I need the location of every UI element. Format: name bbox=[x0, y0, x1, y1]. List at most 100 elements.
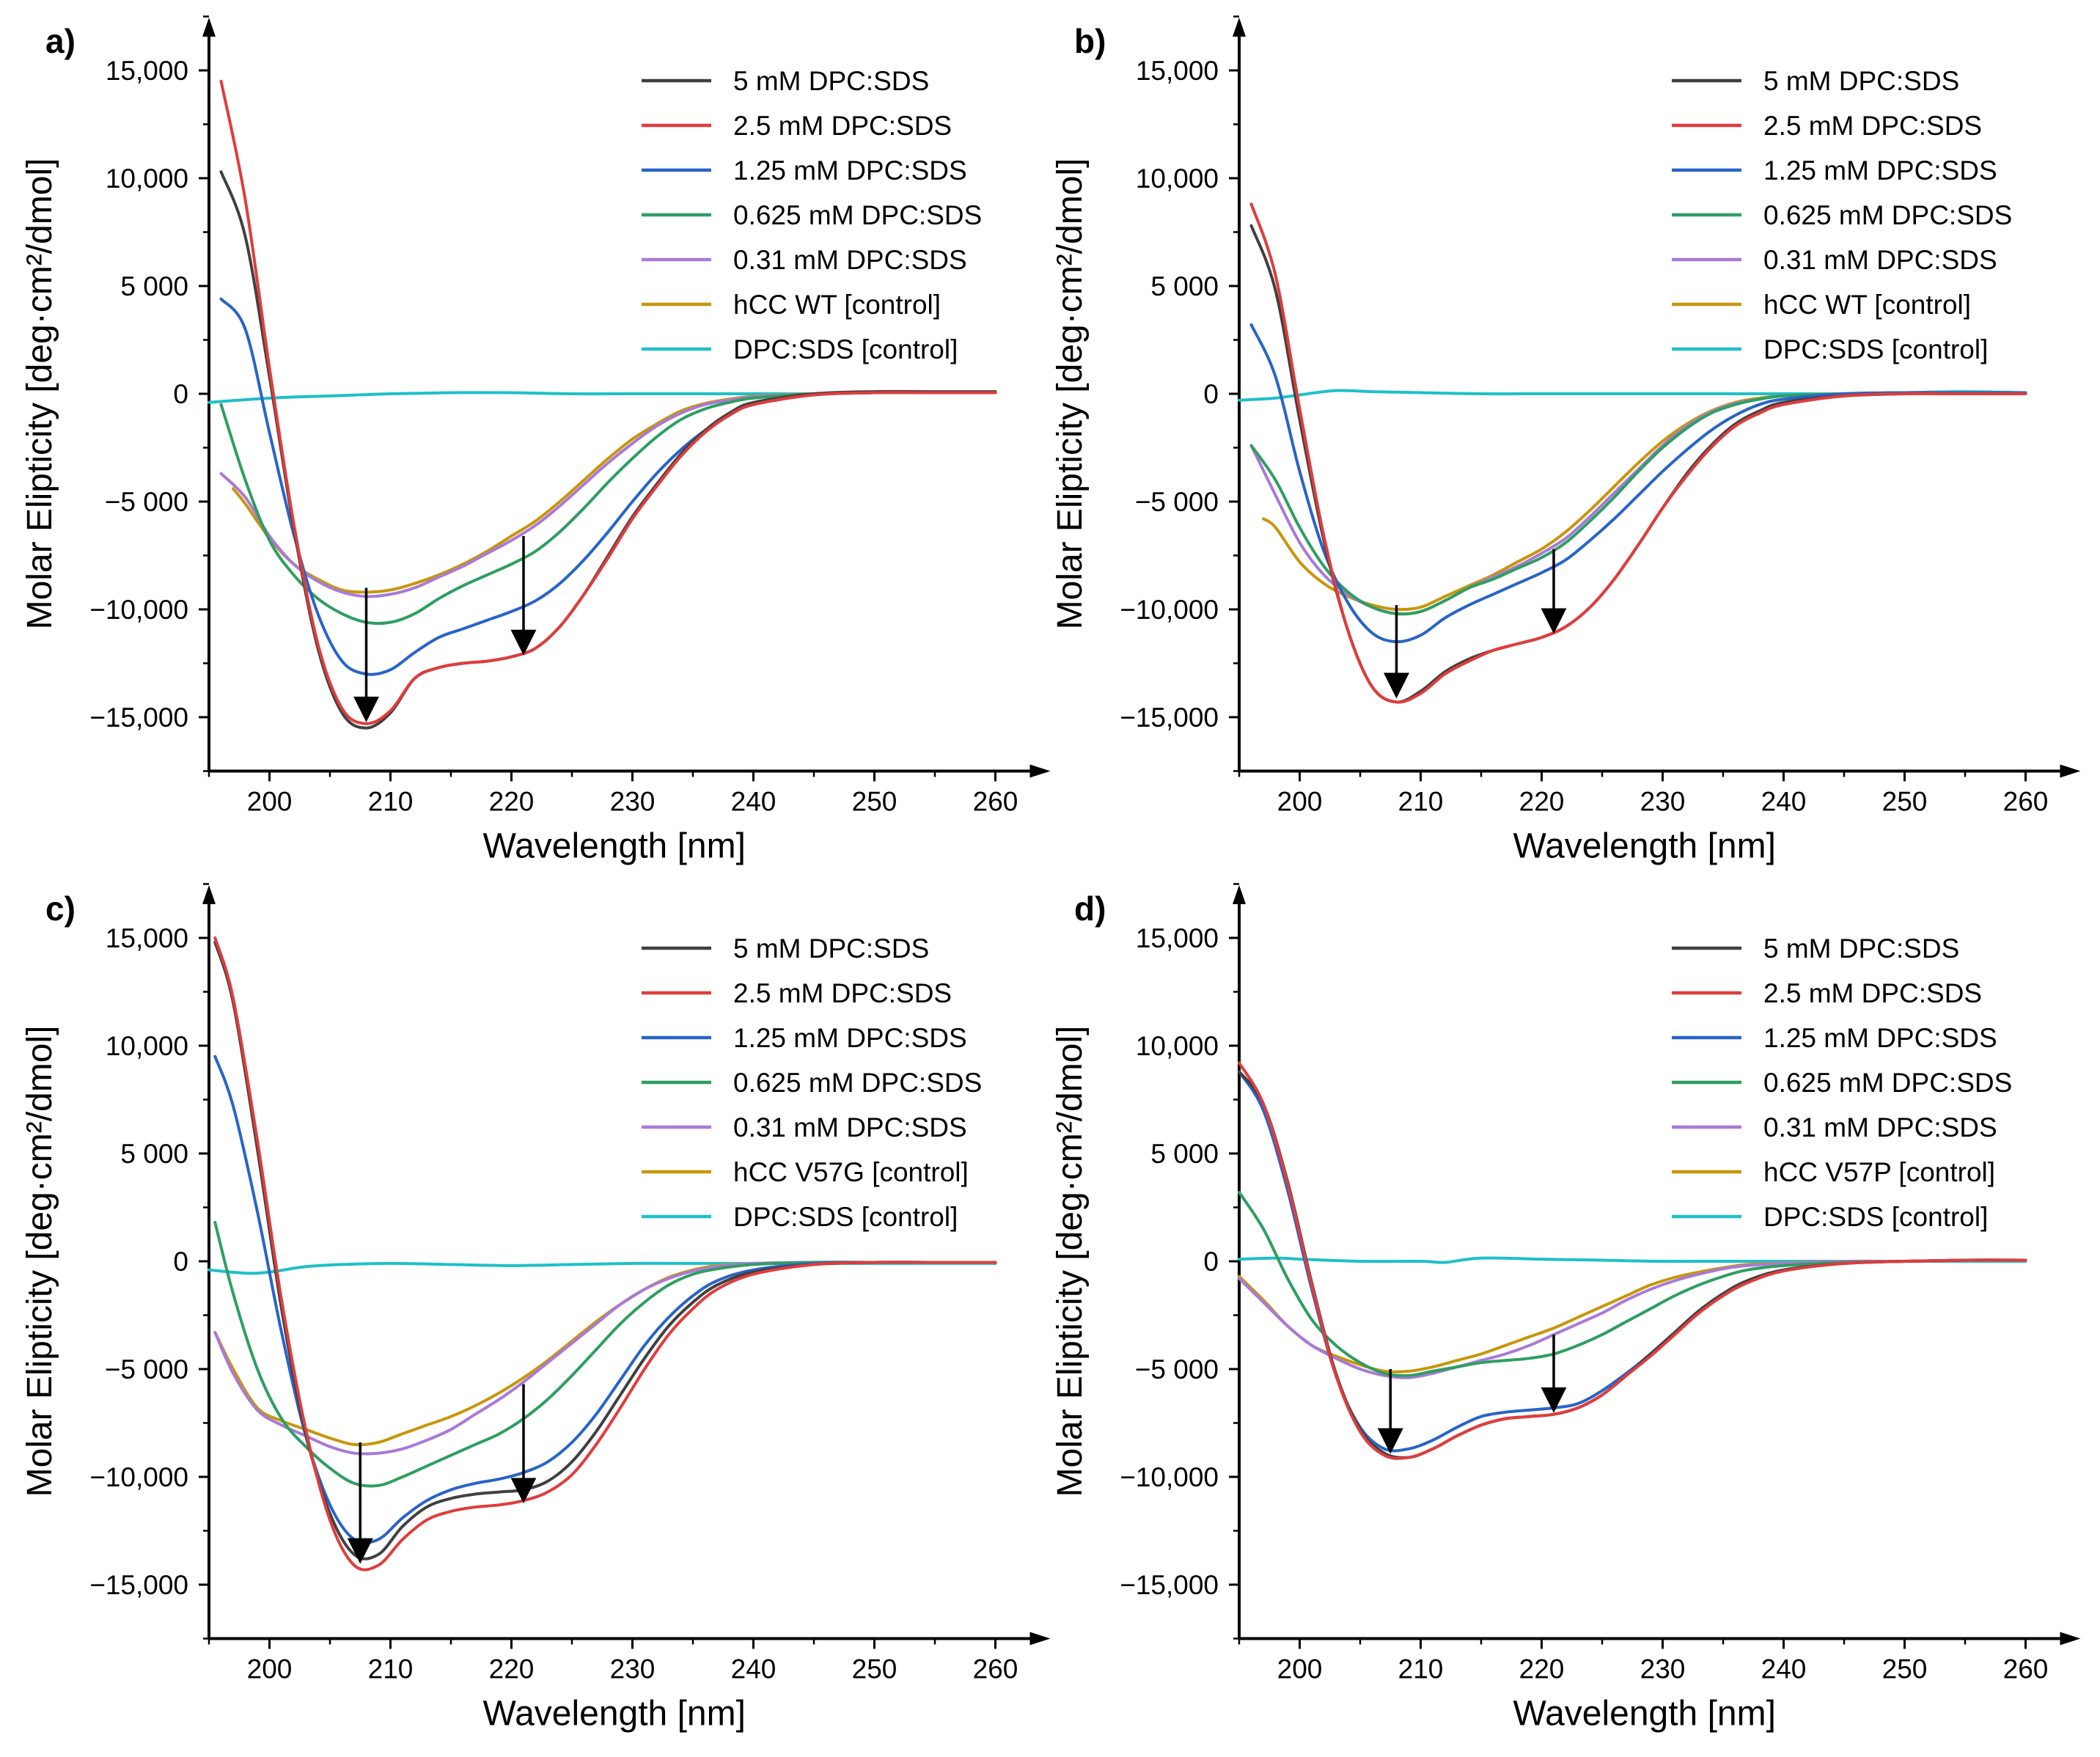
series-line-2-5-mm-dpc-sds bbox=[219, 79, 997, 725]
legend-entry: 0.625 mM DPC:SDS bbox=[733, 200, 982, 230]
x-tick-label: 250 bbox=[852, 787, 897, 817]
y-tick-label: −10,000 bbox=[1120, 1462, 1219, 1492]
panel-label: a) bbox=[45, 22, 76, 60]
legend-entry: 5 mM DPC:SDS bbox=[733, 66, 929, 96]
legend-entry: 1.25 mM DPC:SDS bbox=[1763, 155, 1997, 186]
y-tick-label: 15,000 bbox=[106, 923, 188, 953]
y-tick-label: −5 000 bbox=[105, 1354, 188, 1384]
x-tick-label: 200 bbox=[1277, 787, 1323, 817]
x-tick-label: 200 bbox=[247, 1654, 293, 1684]
legend-entry: 1.25 mM DPC:SDS bbox=[1763, 1023, 1997, 1053]
x-axis-arrowhead bbox=[1029, 764, 1051, 778]
x-axis-arrowhead bbox=[2060, 1632, 2081, 1646]
x-tick-label: 220 bbox=[1519, 787, 1565, 817]
x-tick-label: 210 bbox=[368, 787, 414, 817]
x-tick-label: 230 bbox=[1640, 787, 1686, 817]
y-tick-label: 0 bbox=[173, 379, 188, 409]
y-tick-label: 0 bbox=[1203, 1247, 1219, 1277]
legend-entry: DPC:SDS [control] bbox=[1763, 1202, 1988, 1232]
x-tick-label: 260 bbox=[2003, 1654, 2049, 1684]
x-axis-arrowhead bbox=[2060, 764, 2081, 778]
series-line-2-5-mm-dpc-sds bbox=[1249, 202, 2027, 704]
legend-entry: 0.625 mM DPC:SDS bbox=[733, 1068, 982, 1098]
x-tick-label: 240 bbox=[731, 787, 777, 817]
x-tick-label: 240 bbox=[1761, 787, 1807, 817]
x-tick-label: 210 bbox=[1398, 787, 1444, 817]
y-tick-label: 0 bbox=[173, 1247, 188, 1277]
x-tick-label: 250 bbox=[852, 1654, 897, 1684]
y-tick-label: 5 000 bbox=[1150, 1139, 1219, 1169]
legend-entry: 2.5 mM DPC:SDS bbox=[733, 978, 952, 1008]
y-tick-label: 5 000 bbox=[120, 1139, 188, 1169]
series-line-2-5-mm-dpc-sds bbox=[213, 936, 997, 1571]
x-tick-label: 210 bbox=[1398, 1654, 1444, 1684]
legend-entry: DPC:SDS [control] bbox=[1763, 334, 1988, 364]
y-tick-label: 10,000 bbox=[1136, 1031, 1219, 1061]
legend-entry: 5 mM DPC:SDS bbox=[1763, 933, 1959, 964]
x-tick-label: 260 bbox=[973, 787, 1018, 817]
y-tick-label: −5 000 bbox=[1135, 1354, 1219, 1384]
panel-label: c) bbox=[45, 889, 76, 928]
y-tick-label: 5 000 bbox=[120, 271, 188, 301]
series-line-hcc-wt-control- bbox=[1262, 391, 2027, 612]
legend-entry: DPC:SDS [control] bbox=[733, 334, 958, 364]
x-tick-label: 230 bbox=[1640, 1654, 1686, 1684]
x-tick-label: 230 bbox=[610, 1654, 656, 1684]
legend-entry: 5 mM DPC:SDS bbox=[733, 933, 929, 964]
x-tick-label: 250 bbox=[1882, 1654, 1928, 1684]
x-tick-label: 260 bbox=[973, 1654, 1018, 1684]
series-line-0-31-mm-dpc-sds bbox=[213, 1261, 997, 1456]
y-axis-arrowhead bbox=[202, 18, 216, 37]
legend: 5 mM DPC:SDS 2.5 mM DPC:SDS 1.25 mM DPC:SD… bbox=[1672, 66, 2012, 364]
panel-d: 15,000 10,000 5 000 0 −5 000 −10,000 −15,000 20… bbox=[1051, 883, 2081, 1734]
y-tick-label: −5 000 bbox=[105, 487, 188, 517]
legend-entry: 0.31 mM DPC:SDS bbox=[733, 245, 967, 275]
y-axis-title: Molar Elipticity [deg·cm²/dmol] bbox=[21, 1026, 59, 1497]
y-tick-label: −15,000 bbox=[89, 1570, 188, 1600]
y-tick-label: 10,000 bbox=[106, 164, 188, 194]
series-line-0-625-mm-dpc-sds bbox=[1249, 391, 2027, 616]
series-line-0-31-mm-dpc-sds bbox=[219, 391, 997, 598]
x-axis-title: Wavelength [nm] bbox=[1513, 1695, 1776, 1734]
y-tick-label: 15,000 bbox=[1136, 923, 1219, 953]
legend-entry: hCC WT [control] bbox=[733, 290, 941, 320]
y-tick-label: 15,000 bbox=[1136, 56, 1219, 86]
legend-entry: 5 mM DPC:SDS bbox=[1763, 66, 1959, 96]
x-tick-label: 240 bbox=[731, 1654, 777, 1684]
series-line-hcc-wt-control- bbox=[232, 391, 997, 594]
x-axis-title: Wavelength [nm] bbox=[483, 1695, 746, 1734]
y-axis-arrowhead bbox=[1233, 18, 1246, 37]
legend-entry: hCC V57G [control] bbox=[733, 1157, 969, 1187]
legend-entry: 2.5 mM DPC:SDS bbox=[1763, 978, 1982, 1008]
legend-entry: 1.25 mM DPC:SDS bbox=[733, 1023, 967, 1053]
y-tick-label: 0 bbox=[1203, 379, 1219, 409]
legend-entry: 2.5 mM DPC:SDS bbox=[1763, 111, 1982, 141]
x-axis-arrowhead bbox=[1029, 1632, 1051, 1646]
y-tick-label: −5 000 bbox=[1135, 487, 1219, 517]
y-axis-title: Molar Elipticity [deg·cm²/dmol] bbox=[21, 158, 59, 630]
panel-a: 15,000 10,000 5 000 0 −5 000 −10,000 −15,000 20… bbox=[21, 15, 1051, 866]
series-line-hcc-v57p-control- bbox=[1238, 1258, 2027, 1373]
series-line-0-625-mm-dpc-sds bbox=[1238, 1190, 2027, 1377]
x-tick-label: 220 bbox=[489, 787, 535, 817]
series-line-0-31-mm-dpc-sds bbox=[1238, 1258, 2027, 1379]
y-tick-label: 10,000 bbox=[106, 1031, 188, 1061]
x-tick-label: 200 bbox=[247, 787, 293, 817]
x-tick-label: 250 bbox=[1882, 787, 1928, 817]
series-line-dpc-sds-control- bbox=[208, 1261, 997, 1275]
y-tick-label: 15,000 bbox=[106, 56, 188, 86]
panel-label: d) bbox=[1074, 889, 1106, 928]
x-tick-label: 220 bbox=[1519, 1654, 1565, 1684]
y-tick-label: 10,000 bbox=[1136, 164, 1219, 194]
y-axis-arrowhead bbox=[202, 885, 216, 904]
x-tick-label: 260 bbox=[2003, 787, 2049, 817]
x-axis-title: Wavelength [nm] bbox=[483, 827, 746, 866]
y-tick-label: −15,000 bbox=[1120, 703, 1219, 733]
legend-entry: 0.31 mM DPC:SDS bbox=[733, 1112, 967, 1142]
x-tick-label: 240 bbox=[1761, 1654, 1807, 1684]
series-line-0-31-mm-dpc-sds bbox=[1249, 391, 2027, 616]
x-tick-label: 220 bbox=[489, 1654, 535, 1684]
y-axis-title: Molar Elipticity [deg·cm²/dmol] bbox=[1051, 158, 1090, 630]
series-line-0-625-mm-dpc-sds bbox=[219, 391, 997, 626]
